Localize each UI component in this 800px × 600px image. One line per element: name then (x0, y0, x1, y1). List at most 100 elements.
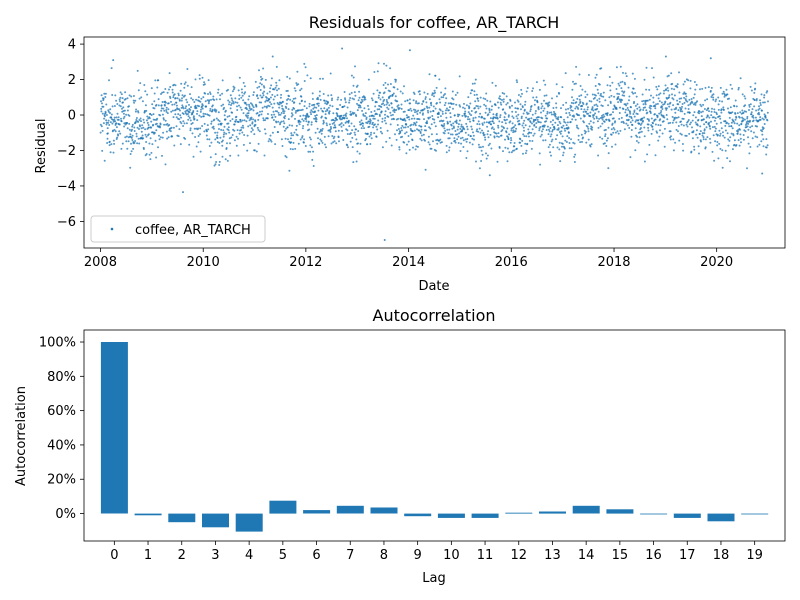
scatter-point (135, 132, 138, 135)
scatter-point (752, 131, 755, 134)
scatter-point (626, 124, 629, 127)
scatter-point (258, 130, 261, 133)
scatter-point (745, 110, 748, 113)
scatter-point (438, 78, 441, 81)
scatter-point (179, 114, 182, 117)
scatter-point (315, 114, 318, 117)
scatter-point (449, 112, 452, 115)
scatter-point (580, 94, 583, 97)
scatter-point (396, 100, 399, 103)
scatter-point (343, 117, 346, 119)
scatter-point (545, 94, 548, 97)
scatter-point (300, 99, 303, 102)
scatter-point (252, 94, 255, 96)
scatter-point (610, 128, 613, 131)
scatter-point (642, 99, 645, 102)
scatter-point (750, 130, 753, 133)
scatter-point (319, 77, 322, 80)
scatter-point (614, 120, 617, 123)
scatter-point (710, 96, 713, 98)
scatter-point (726, 93, 729, 96)
scatter-point (223, 114, 226, 117)
scatter-point (465, 157, 468, 159)
scatter-point (119, 91, 122, 94)
scatter-point (346, 144, 349, 147)
scatter-point (477, 99, 480, 102)
scatter-point (384, 81, 387, 84)
scatter-point (426, 120, 428, 123)
scatter-point (739, 77, 742, 80)
scatter-point (266, 97, 268, 99)
scatter-point (584, 96, 587, 99)
scatter-point (466, 118, 469, 121)
scatter-point (420, 139, 423, 142)
scatter-point (317, 104, 320, 107)
x-tick-label: 7 (346, 548, 354, 563)
scatter-point (287, 108, 290, 111)
x-tick-label: 0 (110, 548, 118, 563)
scatter-point (391, 106, 394, 109)
bar (336, 505, 364, 514)
scatter-point (330, 94, 333, 97)
scatter-point (240, 88, 243, 91)
scatter-point (642, 119, 644, 122)
scatter-point (609, 84, 612, 87)
scatter-point (297, 142, 300, 145)
scatter-point (749, 126, 752, 129)
scatter-point (464, 110, 467, 113)
scatter-point (228, 103, 230, 106)
scatter-point (113, 116, 116, 119)
scatter-point (161, 113, 164, 116)
scatter-point (327, 101, 329, 104)
scatter-point (512, 129, 515, 132)
scatter-point (279, 123, 281, 126)
scatter-point (118, 123, 121, 126)
scatter-point (571, 96, 573, 99)
scatter-point (669, 101, 672, 104)
scatter-point (606, 84, 609, 87)
scatter-point (507, 114, 510, 117)
scatter-point (512, 131, 515, 134)
bar (100, 342, 128, 514)
scatter-point (408, 49, 411, 52)
scatter-point (758, 107, 761, 110)
scatter-point (486, 133, 489, 136)
scatter-point (215, 117, 218, 120)
scatter-point (666, 118, 669, 121)
scatter-point (334, 130, 337, 133)
scatter-point (125, 140, 128, 143)
scatter-point (584, 130, 587, 133)
scatter-point (702, 136, 705, 139)
scatter-point (748, 109, 750, 111)
scatter-point (320, 107, 323, 110)
scatter-point (573, 83, 576, 85)
scatter-point (467, 111, 470, 114)
scatter-point (104, 111, 107, 114)
scatter-point (135, 108, 138, 111)
scatter-point (676, 86, 679, 89)
scatter-point (539, 135, 542, 138)
scatter-point (392, 92, 395, 95)
scatter-point (219, 136, 222, 139)
scatter-point (703, 128, 706, 131)
scatter-point (698, 152, 700, 155)
scatter-point (503, 116, 506, 119)
scatter-point (543, 99, 545, 102)
scatter-point (186, 84, 189, 87)
scatter-point (346, 117, 348, 120)
scatter-point (714, 130, 717, 133)
scatter-point (619, 129, 622, 132)
scatter-point (384, 87, 387, 90)
scatter-point (196, 119, 199, 122)
scatter-point (535, 122, 538, 125)
scatter-point (415, 145, 418, 148)
scatter-point (701, 87, 704, 90)
scatter-point (165, 109, 168, 111)
scatter-point (728, 97, 730, 100)
scatter-point (389, 83, 392, 85)
scatter-point (116, 103, 119, 105)
scatter-point (731, 127, 734, 130)
scatter-point (212, 125, 215, 128)
scatter-point (578, 98, 581, 101)
scatter-point (726, 132, 729, 135)
